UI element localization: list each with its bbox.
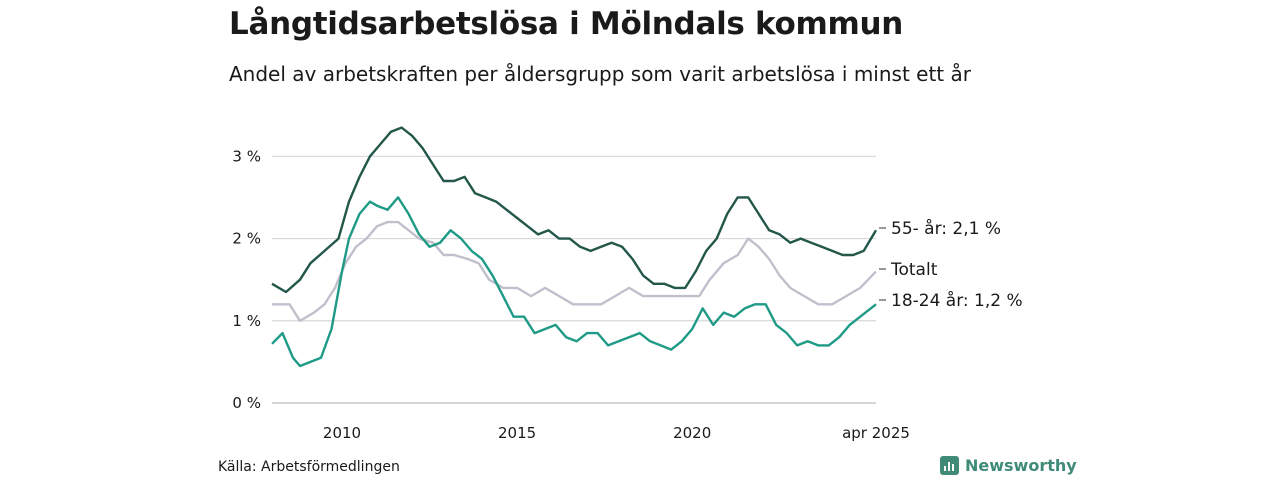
bar-chart-icon	[940, 456, 959, 475]
series-end-label: 18-24 år: 1,2 %	[891, 290, 1023, 311]
brand-name: Newsworthy	[965, 456, 1077, 475]
axis-labels: 0 % 1 % 2 % 3 % 2010 2015 2020 apr 2025	[232, 147, 909, 442]
y-tick-label: 3 %	[232, 147, 261, 165]
series-end-labels: 55- år: 2,1 % Totalt 18-24 år: 1,2 %	[879, 218, 1023, 311]
x-tick-label: 2010	[323, 424, 361, 442]
source-note: Källa: Arbetsförmedlingen	[218, 459, 400, 475]
y-tick-label: 2 %	[232, 230, 261, 248]
series-end-label: Totalt	[890, 260, 938, 280]
grid-lines	[272, 155, 876, 404]
series-line	[271, 196, 877, 368]
series-line	[272, 220, 877, 322]
x-tick-label: 2020	[673, 424, 711, 442]
x-tick-label: 2015	[498, 424, 536, 442]
series-lines	[271, 126, 878, 368]
series-line	[271, 126, 878, 294]
y-tick-label: 0 %	[232, 394, 261, 412]
brand-logo: Newsworthy	[940, 456, 1077, 475]
x-tick-label: apr 2025	[842, 424, 910, 442]
series-end-label: 55- år: 2,1 %	[891, 218, 1001, 239]
y-tick-label: 1 %	[232, 312, 261, 330]
chart-subtitle: Andel av arbetskraften per åldersgrupp s…	[229, 62, 971, 86]
chart-title: Långtidsarbetslösa i Mölndals kommun	[229, 6, 904, 42]
